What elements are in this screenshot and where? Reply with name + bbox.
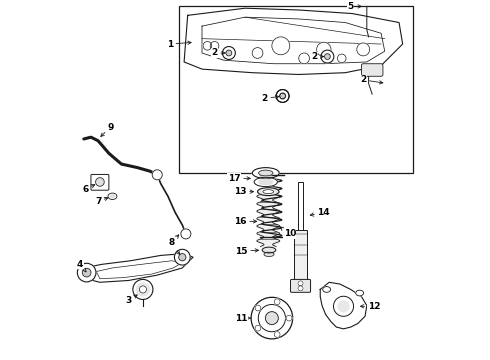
Text: 7: 7 [95, 197, 108, 206]
Text: 2: 2 [211, 49, 225, 58]
Circle shape [181, 229, 191, 239]
Text: 11: 11 [235, 314, 251, 323]
Circle shape [226, 50, 232, 56]
Text: 8: 8 [169, 235, 179, 247]
Circle shape [252, 48, 263, 58]
Circle shape [286, 315, 292, 321]
Text: 3: 3 [125, 295, 137, 305]
Polygon shape [320, 282, 367, 329]
Polygon shape [84, 253, 193, 282]
Circle shape [77, 263, 96, 282]
Circle shape [299, 53, 310, 64]
Text: 2: 2 [312, 52, 324, 61]
Circle shape [338, 301, 349, 312]
Circle shape [274, 299, 280, 305]
Circle shape [338, 54, 346, 63]
Text: 15: 15 [235, 247, 259, 256]
Circle shape [276, 90, 289, 103]
Circle shape [179, 253, 186, 261]
Circle shape [96, 178, 104, 186]
Ellipse shape [259, 170, 273, 176]
Text: 16: 16 [234, 217, 257, 226]
Text: 14: 14 [310, 208, 330, 217]
Ellipse shape [323, 287, 331, 292]
FancyBboxPatch shape [362, 64, 383, 76]
Ellipse shape [262, 247, 276, 253]
Text: 6: 6 [82, 185, 95, 194]
Circle shape [298, 281, 303, 286]
Bar [179, 6, 414, 173]
FancyBboxPatch shape [91, 175, 109, 190]
Text: 5: 5 [347, 2, 361, 11]
Circle shape [255, 305, 261, 311]
Circle shape [133, 279, 153, 300]
Circle shape [280, 93, 286, 99]
Circle shape [174, 249, 190, 265]
Circle shape [334, 296, 354, 316]
Text: 10: 10 [280, 227, 296, 238]
Ellipse shape [259, 179, 272, 185]
Text: 2: 2 [262, 94, 279, 103]
Ellipse shape [110, 195, 115, 198]
Text: 9: 9 [101, 123, 114, 136]
Circle shape [255, 325, 261, 331]
Bar [294, 230, 307, 282]
Text: 13: 13 [234, 187, 253, 196]
Ellipse shape [252, 168, 279, 178]
Text: 1: 1 [167, 40, 191, 49]
Circle shape [266, 312, 278, 325]
Circle shape [317, 42, 331, 57]
Text: 17: 17 [228, 174, 250, 183]
Circle shape [324, 54, 330, 59]
Text: 4: 4 [77, 260, 86, 272]
Circle shape [321, 50, 334, 63]
Circle shape [136, 283, 149, 296]
Text: 12: 12 [361, 302, 380, 311]
Ellipse shape [108, 193, 117, 199]
Circle shape [274, 332, 280, 337]
Bar [298, 182, 303, 230]
Circle shape [210, 41, 219, 50]
Ellipse shape [356, 290, 364, 296]
Circle shape [222, 46, 235, 59]
Circle shape [258, 305, 286, 332]
Text: 2: 2 [360, 75, 383, 84]
Ellipse shape [264, 252, 274, 256]
Ellipse shape [263, 190, 273, 194]
Ellipse shape [254, 177, 277, 186]
Circle shape [152, 170, 162, 180]
Circle shape [357, 43, 369, 56]
Circle shape [82, 268, 91, 277]
Circle shape [203, 41, 212, 50]
Circle shape [276, 90, 289, 103]
Ellipse shape [258, 188, 279, 195]
Text: 4: 4 [169, 240, 180, 255]
Circle shape [139, 286, 147, 293]
FancyBboxPatch shape [291, 279, 311, 292]
Circle shape [272, 37, 290, 55]
Circle shape [298, 286, 303, 291]
Circle shape [280, 93, 286, 99]
Polygon shape [184, 8, 403, 75]
Circle shape [251, 297, 293, 339]
